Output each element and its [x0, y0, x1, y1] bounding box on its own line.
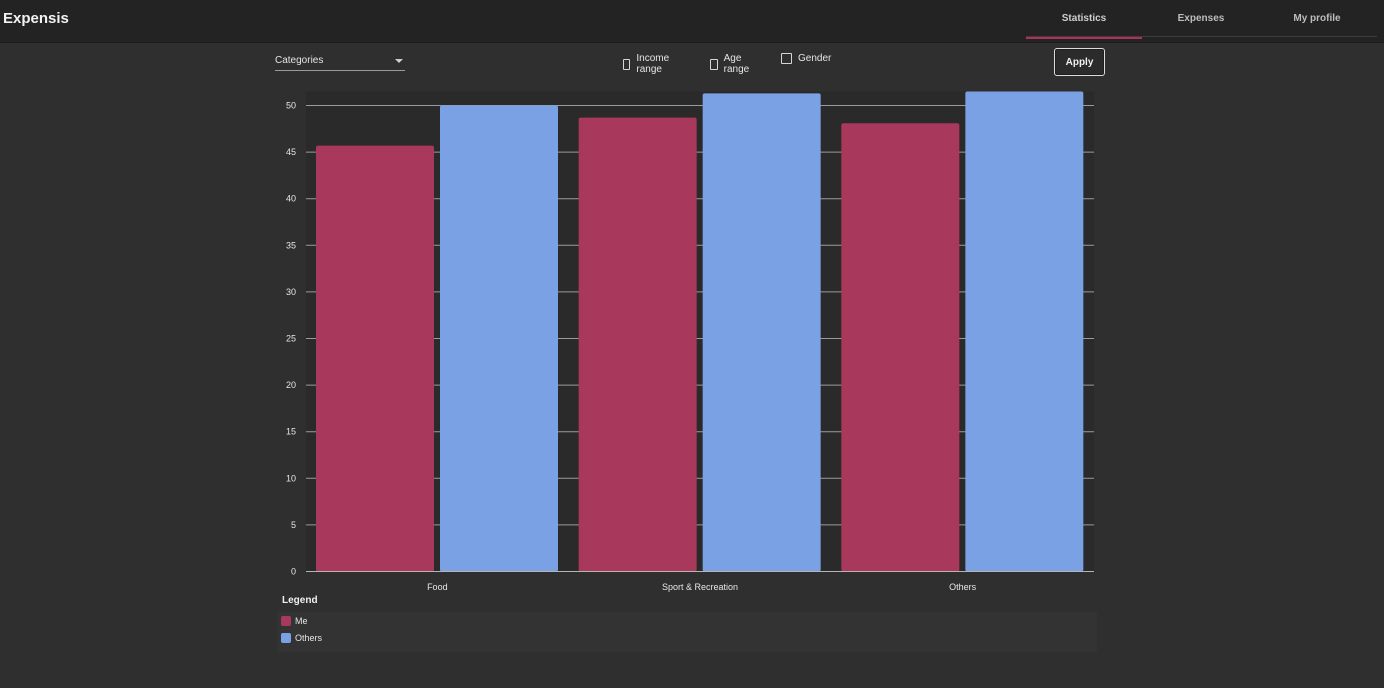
- legend-swatch-me: [281, 616, 291, 626]
- chevron-down-icon: [395, 59, 403, 63]
- bar-others-1[interactable]: [702, 93, 821, 572]
- bar-chart: 0 5 10 15 20 25 30 35 40 45 50 Food Sport & Recreati…: [286, 91, 1094, 592]
- legend-title: Legend: [282, 595, 318, 606]
- legend-swatch-others: [281, 633, 291, 643]
- y-tick-label: 15: [286, 427, 296, 437]
- app-title: Expensis: [3, 10, 69, 27]
- bar-me-2[interactable]: [841, 123, 960, 572]
- legend: Me Others: [277, 612, 1097, 652]
- y-tick-label: 30: [286, 287, 296, 297]
- y-tick-label: 5: [291, 520, 296, 530]
- y-tick-label: 45: [286, 147, 296, 157]
- gender-filter[interactable]: Gender: [781, 53, 831, 64]
- category-select[interactable]: Categories: [275, 53, 405, 71]
- legend-label-others: Others: [295, 633, 323, 643]
- age-range-checkbox[interactable]: [710, 58, 718, 70]
- income-range-checkbox[interactable]: [623, 58, 631, 70]
- y-tick-label: 20: [286, 380, 296, 390]
- top-app-bar: Expensis: [0, 0, 1384, 43]
- gender-label: Gender: [798, 53, 832, 64]
- tab-statistics[interactable]: Statistics: [1026, 0, 1142, 39]
- y-tick-label: 25: [286, 334, 296, 344]
- legend-item-others: Others: [281, 633, 322, 643]
- bar-me-1[interactable]: [578, 117, 697, 572]
- category-select-value: Categories: [275, 55, 324, 66]
- y-tick-label: 50: [286, 101, 296, 111]
- y-tick-label: 0: [291, 567, 296, 577]
- legend-label-me: Me: [295, 616, 308, 626]
- bar-others-0[interactable]: [440, 105, 558, 572]
- x-category-label: Food: [427, 582, 448, 592]
- age-range-filter[interactable]: Age range: [710, 53, 753, 75]
- gender-checkbox[interactable]: [781, 53, 792, 64]
- tabs-divider: [1026, 36, 1377, 37]
- y-tick-label: 40: [286, 194, 296, 204]
- tab-my-profile[interactable]: My profile: [1293, 13, 1341, 24]
- y-tick-label: 35: [286, 240, 296, 250]
- y-tick-label: 10: [286, 473, 296, 483]
- apply-button[interactable]: Apply: [1054, 48, 1105, 76]
- age-range-label: Age range: [723, 53, 750, 75]
- income-range-label: Income range: [636, 53, 670, 75]
- tab-expenses[interactable]: Expenses: [1177, 13, 1225, 24]
- income-range-filter[interactable]: Income range: [623, 53, 673, 75]
- bar-others-2[interactable]: [965, 91, 1084, 572]
- legend-item-me: Me: [281, 616, 308, 626]
- bar-me-0[interactable]: [316, 145, 434, 572]
- x-category-label: Others: [949, 582, 977, 592]
- x-category-label: Sport & Recreation: [662, 582, 738, 592]
